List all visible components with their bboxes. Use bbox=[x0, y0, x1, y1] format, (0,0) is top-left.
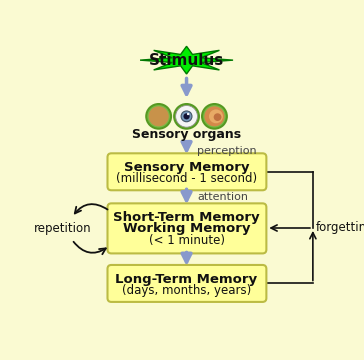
Circle shape bbox=[209, 109, 223, 123]
Text: Short-Term Memory: Short-Term Memory bbox=[113, 211, 260, 225]
Text: (days, months, years): (days, months, years) bbox=[122, 284, 251, 297]
FancyBboxPatch shape bbox=[107, 153, 266, 190]
Circle shape bbox=[181, 111, 192, 122]
FancyBboxPatch shape bbox=[107, 203, 266, 253]
Text: Sensory Memory: Sensory Memory bbox=[124, 161, 249, 175]
Polygon shape bbox=[140, 46, 233, 74]
Circle shape bbox=[202, 104, 227, 129]
Circle shape bbox=[156, 110, 161, 115]
Circle shape bbox=[160, 110, 165, 115]
Circle shape bbox=[214, 113, 221, 121]
Circle shape bbox=[152, 110, 158, 115]
Circle shape bbox=[176, 105, 197, 127]
Polygon shape bbox=[153, 115, 164, 122]
Text: Stimulus: Stimulus bbox=[149, 53, 224, 68]
FancyBboxPatch shape bbox=[107, 265, 266, 302]
Circle shape bbox=[146, 104, 171, 129]
Text: Working Memory: Working Memory bbox=[123, 222, 250, 235]
Text: (millisecond - 1 second): (millisecond - 1 second) bbox=[116, 172, 257, 185]
Circle shape bbox=[204, 106, 225, 126]
Text: (< 1 minute): (< 1 minute) bbox=[149, 234, 225, 247]
Text: forgetting: forgetting bbox=[316, 221, 364, 234]
Circle shape bbox=[183, 113, 190, 120]
Circle shape bbox=[187, 113, 189, 115]
Text: attention: attention bbox=[197, 192, 248, 202]
Text: perception: perception bbox=[197, 145, 257, 156]
Circle shape bbox=[174, 104, 199, 129]
Text: Long-Term Memory: Long-Term Memory bbox=[115, 273, 258, 286]
Text: Sensory organs: Sensory organs bbox=[132, 128, 241, 141]
Circle shape bbox=[149, 106, 169, 126]
Text: repetition: repetition bbox=[34, 222, 91, 235]
